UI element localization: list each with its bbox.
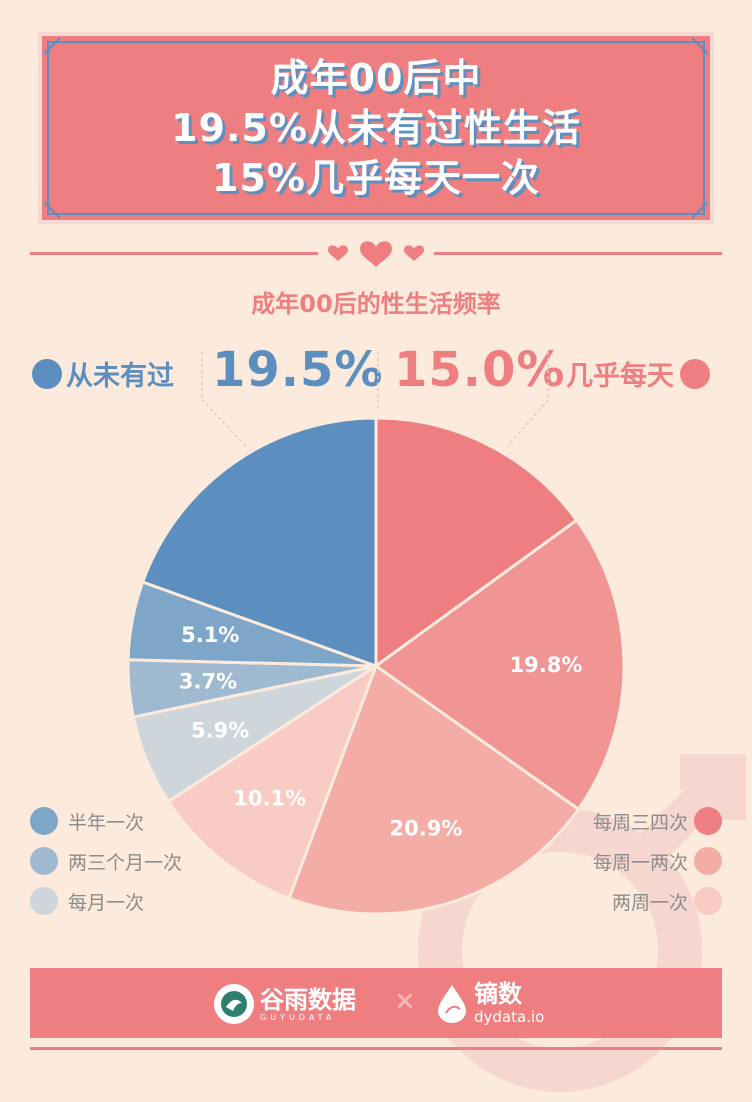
guyu-logo-sub: GUYUDATA bbox=[260, 1012, 336, 1022]
headline-line-1: 成年00后中 bbox=[270, 56, 482, 100]
legend-item: 每月一次 bbox=[30, 887, 182, 915]
callout-never-label: 从未有过 bbox=[66, 361, 174, 392]
legend-label: 两周一次 bbox=[611, 891, 688, 914]
pie-slice-2 bbox=[287, 663, 581, 916]
dydata-logo-sub: dydata.io bbox=[474, 1008, 545, 1026]
dydata-logo: 镝数 dydata.io bbox=[434, 980, 544, 1026]
daily-dot-icon bbox=[680, 358, 710, 389]
legend-item: 每周三四次 bbox=[593, 807, 722, 835]
pie-slice-3 bbox=[166, 662, 380, 901]
slice-label-4: 5.9% bbox=[191, 719, 249, 743]
callout-daily-value: 15.0% bbox=[394, 342, 566, 398]
droplet-icon bbox=[438, 985, 466, 1023]
headline-line-2: 19.5%从未有过性生活 bbox=[171, 106, 581, 150]
callout-never: 从未有过 bbox=[32, 354, 174, 393]
pie-slice-1 bbox=[373, 518, 626, 812]
legend-swatch-icon bbox=[694, 807, 722, 835]
never-dot-icon bbox=[32, 358, 62, 389]
legend-label: 每月一次 bbox=[68, 891, 145, 914]
pie-slice-7 bbox=[140, 416, 378, 669]
partner-separator: × bbox=[394, 986, 416, 1016]
legend-swatch-icon bbox=[694, 887, 722, 915]
hearts-icon bbox=[328, 241, 424, 267]
watermark-arrow bbox=[627, 754, 746, 873]
slice-label-1: 19.8% bbox=[510, 653, 583, 677]
headline: 成年00后中 19.5%从未有过性生活 15%几乎每天一次 bbox=[38, 32, 714, 224]
legend-item: 两三个月一次 bbox=[30, 847, 182, 875]
slice-label-6: 5.1% bbox=[181, 623, 239, 647]
legend-item: 半年一次 bbox=[30, 807, 182, 835]
legend-label: 两三个月一次 bbox=[68, 851, 183, 874]
footer-bar bbox=[30, 968, 722, 1038]
guyu-logo: 谷雨数据 GUYUDATA bbox=[214, 984, 356, 1024]
slice-label-5: 3.7% bbox=[179, 669, 237, 693]
divider-left bbox=[30, 252, 318, 255]
legend-right: 每周三四次每周一两次两周一次 bbox=[593, 807, 722, 915]
legend-swatch-icon bbox=[694, 847, 722, 875]
legend-left: 半年一次两三个月一次 每月一次 bbox=[30, 807, 182, 915]
slice-label-3: 10.1% bbox=[233, 787, 306, 811]
headline-line-3: 15%几乎每天一次 bbox=[212, 156, 540, 200]
chart-title: 成年00后的性生活频率 bbox=[251, 290, 501, 318]
dydata-logo-name: 镝数 bbox=[474, 980, 522, 1008]
bird-icon bbox=[214, 984, 254, 1024]
legend-label: 半年一次 bbox=[68, 811, 145, 834]
callout-daily: 几乎每天 bbox=[566, 354, 710, 393]
legend-swatch-icon bbox=[30, 847, 58, 875]
legend-item: 两周一次 bbox=[612, 887, 722, 915]
guyu-logo-name: 谷雨数据 bbox=[260, 985, 356, 1014]
legend-item: 每周一两次 bbox=[593, 847, 722, 875]
callout-daily-label: 几乎每天 bbox=[566, 361, 674, 392]
leader-line-0 bbox=[201, 352, 247, 447]
divider-right bbox=[434, 252, 722, 255]
pie-slice-0 bbox=[374, 416, 579, 669]
callout-leader-lines bbox=[201, 352, 549, 447]
slice-label-2: 20.9% bbox=[390, 816, 463, 840]
footer-rule bbox=[30, 1047, 722, 1050]
legend-swatch-icon bbox=[30, 807, 58, 835]
leader-line-2 bbox=[507, 352, 549, 447]
legend-label: 每周三四次 bbox=[592, 811, 688, 834]
legend-swatch-icon bbox=[30, 887, 58, 915]
legend-label: 每周一两次 bbox=[592, 851, 688, 874]
callout-never-value: 19.5% bbox=[212, 342, 384, 398]
